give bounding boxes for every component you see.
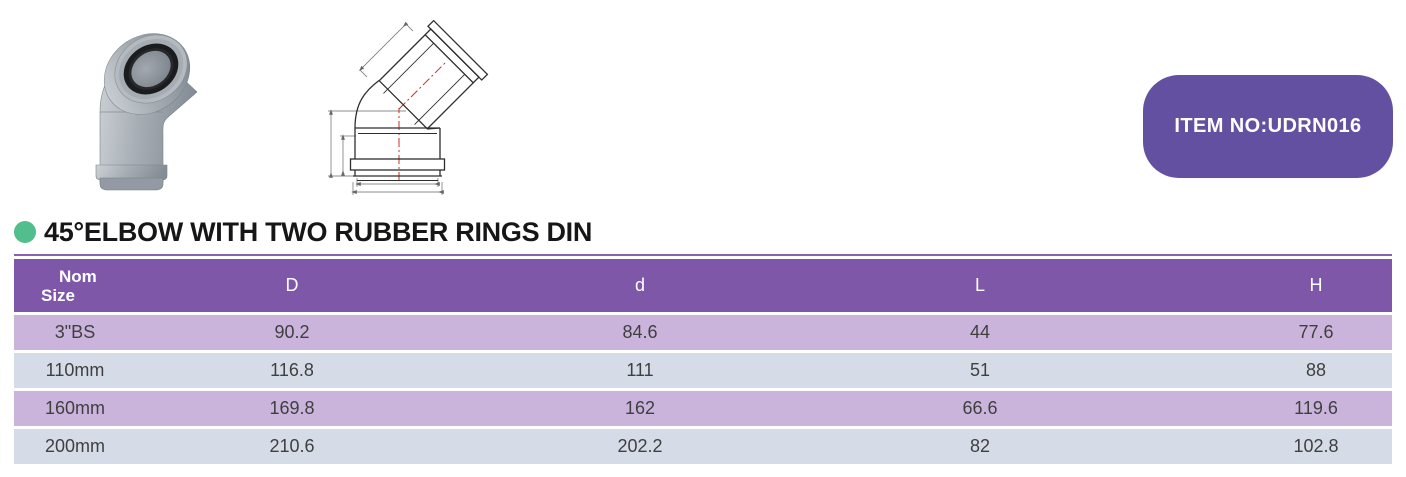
elbow-photo-graphic [95, 33, 198, 191]
col-header-nom-size: Nom Size [14, 259, 136, 312]
cell-size: 110mm [14, 353, 136, 388]
cell-L: 44 [832, 315, 1128, 350]
table-row: 3"BS 90.2 84.6 44 77.6 [14, 315, 1392, 350]
product-photo [55, 12, 255, 208]
cell-L: 82 [832, 429, 1128, 464]
cell-size: 200mm [14, 429, 136, 464]
cell-d: 202.2 [448, 429, 832, 464]
product-title: 45°ELBOW WITH TWO RUBBER RINGS DIN [44, 216, 593, 247]
table-header-row: Nom Size D d L H [14, 259, 1392, 312]
table-row: 200mm 210.6 202.2 82 102.8 [14, 429, 1392, 464]
title-row: 45°ELBOW WITH TWO RUBBER RINGS DIN [14, 216, 593, 247]
cell-H: 88 [1128, 353, 1392, 388]
cell-size: 160mm [14, 391, 136, 426]
elbow-outline [349, 19, 489, 181]
col-header-d: d [448, 259, 832, 312]
cell-H: 102.8 [1128, 429, 1392, 464]
header-nom-label: Nom [59, 266, 97, 286]
centerlines [398, 60, 448, 181]
cell-D: 90.2 [136, 315, 448, 350]
cell-D: 169.8 [136, 391, 448, 426]
cell-H: 119.6 [1128, 391, 1392, 426]
cell-D: 116.8 [136, 353, 448, 388]
cell-L: 51 [832, 353, 1128, 388]
dimensions-table: Nom Size D d L H 3"BS 90.2 84.6 44 77.6 … [14, 256, 1392, 467]
cell-d: 111 [448, 353, 832, 388]
dimension-lines [328, 21, 444, 195]
cell-D: 210.6 [136, 429, 448, 464]
col-header-H: H [1128, 259, 1392, 312]
cell-L: 66.6 [832, 391, 1128, 426]
table-row: 110mm 116.8 111 51 88 [14, 353, 1392, 388]
col-header-D: D [136, 259, 448, 312]
cell-d: 162 [448, 391, 832, 426]
cell-d: 84.6 [448, 315, 832, 350]
bullet-icon [14, 221, 36, 243]
technical-drawing [320, 8, 535, 210]
item-number-label: ITEM NO:UDRN016 [1174, 115, 1362, 137]
item-number-badge: ITEM NO:UDRN016 [1143, 75, 1393, 178]
header-size-label: Size [41, 285, 76, 305]
table-row: 160mm 169.8 162 66.6 119.6 [14, 391, 1392, 426]
table-top-border [14, 254, 1392, 256]
col-header-L: L [832, 259, 1128, 312]
elbow-drawing-graphic [328, 19, 489, 195]
cell-size: 3"BS [14, 315, 136, 350]
cell-H: 77.6 [1128, 315, 1392, 350]
